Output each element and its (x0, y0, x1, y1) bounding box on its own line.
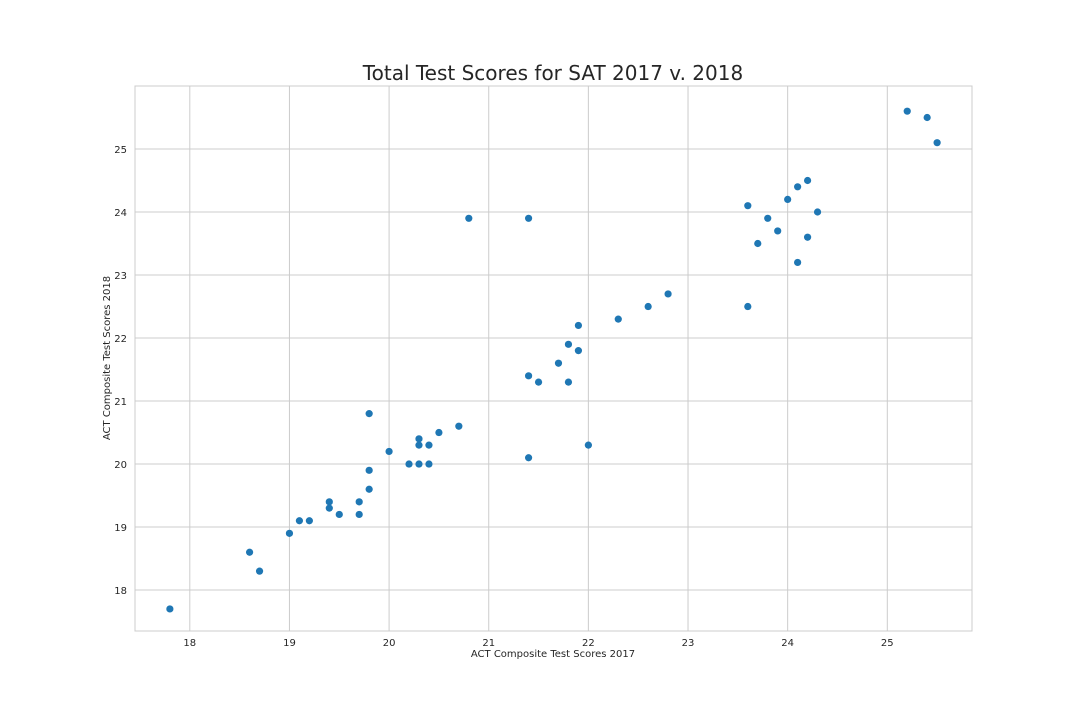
data-point (774, 227, 782, 235)
data-point (295, 517, 304, 525)
data-point (754, 239, 762, 248)
data-point (435, 428, 443, 437)
data-point (385, 447, 393, 456)
data-point (335, 510, 343, 519)
y-tick-label: 23 (114, 271, 127, 282)
data-point (305, 517, 313, 525)
data-point (325, 504, 333, 512)
data-point (405, 460, 413, 468)
data-point (285, 529, 294, 537)
data-point (764, 214, 772, 222)
data-point (365, 466, 373, 474)
y-tick-label: 25 (114, 145, 127, 156)
x-tick-label: 25 (881, 638, 894, 649)
y-tick-label: 20 (114, 460, 127, 471)
data-point (574, 347, 583, 355)
grid (135, 86, 972, 631)
data-point (365, 410, 373, 418)
y-tick-label: 18 (114, 586, 127, 597)
data-point (415, 460, 423, 468)
data-point (524, 454, 533, 462)
data-point (166, 605, 174, 613)
data-point (794, 258, 802, 267)
tick-labels: 18 19 20 21 22 23 24 25 18 19 20 21 22 23 24 25 (114, 145, 893, 649)
data-point (744, 202, 752, 210)
data-point (803, 233, 812, 241)
data-point (933, 139, 941, 147)
x-tick-label: 19 (283, 638, 296, 649)
x-tick-label: 21 (482, 638, 495, 649)
y-tick-label: 24 (114, 208, 127, 219)
plot-frame (134, 85, 973, 632)
data-point (465, 214, 473, 222)
data-point (554, 359, 563, 367)
data-point (355, 498, 363, 506)
data-point (455, 422, 463, 430)
x-tick-label: 20 (383, 638, 396, 649)
data-point (524, 214, 533, 222)
data-point (415, 441, 423, 449)
data-point (255, 567, 264, 575)
data-point (813, 208, 822, 216)
data-point (644, 302, 652, 311)
data-points (166, 107, 941, 613)
data-point (794, 183, 802, 191)
x-axis-label: ACT Composite Test Scores 2017 (471, 649, 635, 660)
data-point (803, 176, 812, 185)
data-point (664, 290, 672, 298)
x-tick-label: 24 (781, 638, 794, 649)
data-point (325, 498, 333, 506)
data-point (355, 510, 363, 519)
y-tick-label: 21 (114, 397, 127, 408)
y-tick-label: 19 (114, 523, 127, 534)
data-point (584, 441, 592, 449)
data-point (564, 340, 573, 348)
data-point (923, 113, 931, 122)
data-point (574, 321, 583, 330)
data-point (534, 378, 543, 386)
data-point (524, 372, 533, 380)
data-point (784, 195, 792, 204)
data-point (245, 548, 254, 556)
data-point (903, 107, 911, 115)
data-point (425, 441, 433, 449)
x-tick-label: 18 (183, 638, 196, 649)
data-point (425, 460, 433, 468)
y-tick-label: 22 (114, 334, 127, 345)
data-point (614, 315, 622, 323)
chart-title: Total Test Scores for SAT 2017 v. 2018 (362, 61, 743, 85)
x-tick-label: 22 (582, 638, 595, 649)
data-point (415, 435, 423, 443)
y-axis-label: ACT Composite Test Scores 2018 (102, 276, 113, 440)
x-tick-label: 23 (682, 638, 695, 649)
data-point (744, 302, 752, 311)
data-point (564, 378, 573, 386)
data-point (365, 485, 373, 493)
